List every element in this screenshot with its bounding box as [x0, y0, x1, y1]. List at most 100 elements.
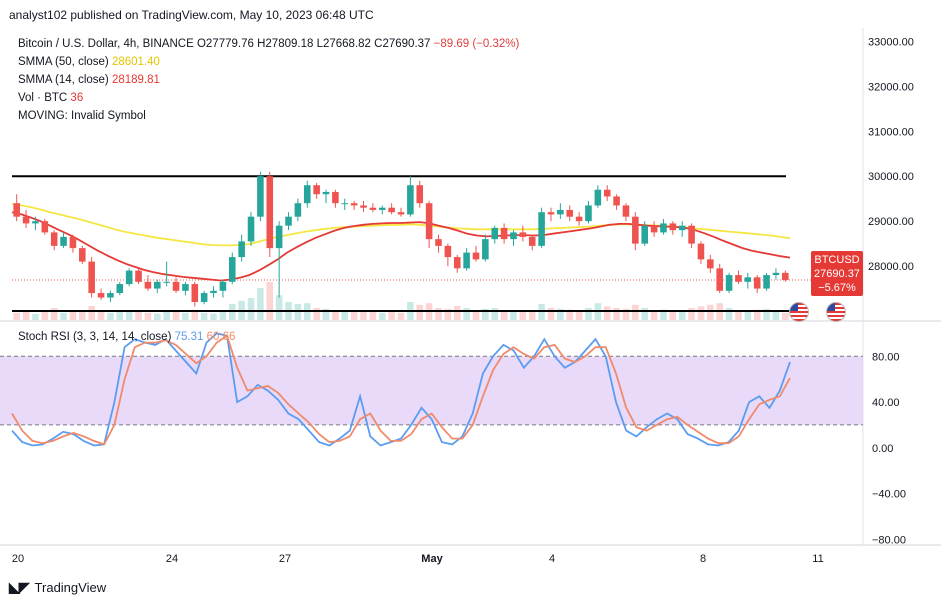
- volume-bar: [50, 308, 58, 320]
- moving-label[interactable]: MOVING: Invalid Symbol: [18, 110, 146, 122]
- candle-body: [79, 248, 86, 262]
- symbol-title[interactable]: Bitcoin / U.S. Dollar, 4h, BINANCE: [18, 38, 194, 50]
- volume-bar: [463, 308, 470, 320]
- candle-body: [303, 185, 311, 204]
- stoch-k-line: [11, 332, 791, 447]
- x-axis-label: May: [421, 553, 443, 565]
- volume-bar: [678, 310, 686, 320]
- x-axis-label: 24: [166, 553, 178, 565]
- volume-bar: [697, 306, 705, 320]
- candle-body: [500, 227, 508, 240]
- x-axis-label: 4: [549, 553, 555, 565]
- candle-body: [275, 225, 283, 249]
- candle-body: [341, 203, 349, 205]
- candle-body: [125, 270, 133, 285]
- candle-body: [41, 221, 49, 233]
- tradingview-logo[interactable]: ◣◤ TradingView: [9, 579, 106, 596]
- volume-bar: [41, 311, 49, 320]
- x-axis: 20 24 27 May 4 8 11: [12, 553, 824, 565]
- ohlc-high: H27809.18: [257, 38, 314, 50]
- candle-body: [782, 272, 789, 281]
- volume-bar: [332, 310, 339, 320]
- volume-bar: [397, 312, 405, 320]
- current-price-badge: BTCUSD 27690.37 −5.67% 01:11:18: [811, 251, 863, 308]
- candle-body: [744, 277, 752, 282]
- candle-body: [444, 245, 452, 258]
- candle-body: [613, 196, 620, 206]
- candle-body: [472, 252, 480, 260]
- volume-bar: [247, 298, 255, 320]
- candle-body: [378, 207, 386, 210]
- candle-body: [425, 203, 433, 240]
- badge-symbol: BTCUSD: [814, 254, 860, 266]
- volume-bar: [257, 288, 264, 320]
- candle-body: [585, 205, 592, 222]
- candle-body: [435, 239, 442, 246]
- volume-bar: [369, 312, 377, 320]
- volume-bar: [22, 312, 30, 320]
- volume-bar: [219, 312, 227, 320]
- price-axis-label: 31000.00: [868, 126, 914, 138]
- candle-body: [519, 232, 527, 237]
- volume-label[interactable]: Vol · BTC: [18, 92, 68, 104]
- candle-body: [172, 281, 180, 291]
- volume-bar: [491, 308, 499, 320]
- volume-bar: [378, 312, 386, 320]
- volume-bar: [735, 311, 742, 320]
- x-axis-label: 8: [700, 553, 706, 565]
- stoch-d-value: 60.66: [206, 331, 236, 343]
- us-flag-icon[interactable]: [826, 302, 846, 322]
- candle-body: [407, 185, 414, 215]
- volume-bar: [313, 308, 320, 320]
- volume-bar: [444, 308, 452, 320]
- candle-body: [210, 290, 217, 294]
- volume-bar: [60, 312, 67, 320]
- x-axis-label: 20: [12, 553, 24, 565]
- price-axis-label: 32000.00: [868, 81, 914, 93]
- sma50-label[interactable]: SMMA (50, close): [18, 56, 109, 68]
- candle-body: [547, 212, 555, 215]
- volume-bar: [519, 311, 527, 320]
- candle-body: [482, 239, 489, 260]
- volume-bar: [154, 313, 161, 320]
- price-axis-label: 33000.00: [868, 36, 914, 48]
- candle-body: [369, 207, 377, 210]
- candle-body: [566, 209, 574, 217]
- volume-bar: [613, 308, 620, 320]
- stoch-axis-label: 40.00: [872, 397, 900, 409]
- volume-bar: [163, 311, 170, 320]
- ohlc-close: C27690.37: [374, 38, 431, 50]
- price-axis-label: 29000.00: [868, 216, 914, 228]
- us-flag-icon[interactable]: [789, 302, 809, 322]
- volume-bar: [172, 312, 180, 320]
- candle-body: [669, 223, 677, 231]
- sma14-value: 28189.81: [111, 74, 160, 86]
- x-axis-label: 27: [279, 553, 291, 565]
- volume-bar: [275, 295, 283, 320]
- stoch-rsi-pane: 80.00 40.00 0.00 −40.00 −80.00: [0, 332, 906, 546]
- candle-body: [575, 216, 583, 222]
- candle-body: [697, 243, 705, 260]
- candle-body: [528, 236, 536, 246]
- volume-bar: [125, 311, 133, 320]
- sma14-label[interactable]: SMMA (14, close): [18, 74, 109, 86]
- volume-bar: [641, 308, 648, 320]
- volume-bar: [763, 308, 770, 320]
- candle-body: [603, 189, 611, 197]
- volume-bar: [388, 312, 395, 320]
- candle-body: [22, 216, 30, 224]
- stoch-rsi-title[interactable]: Stoch RSI (3, 3, 14, 14, close): [18, 331, 172, 343]
- volume-bar: [575, 310, 583, 320]
- price-change: −89.69 (−0.32%): [433, 38, 520, 50]
- candle-body: [50, 232, 58, 246]
- candle-body: [32, 221, 39, 224]
- candle-body: [182, 284, 189, 291]
- candle-body: [707, 259, 714, 269]
- ohlc-open: O27779.76: [196, 38, 254, 50]
- stoch-axis-label: 0.00: [872, 443, 893, 455]
- volume-bar: [453, 306, 461, 320]
- candle-body: [97, 293, 105, 298]
- volume-bar: [650, 310, 658, 320]
- volume-bar: [528, 310, 536, 320]
